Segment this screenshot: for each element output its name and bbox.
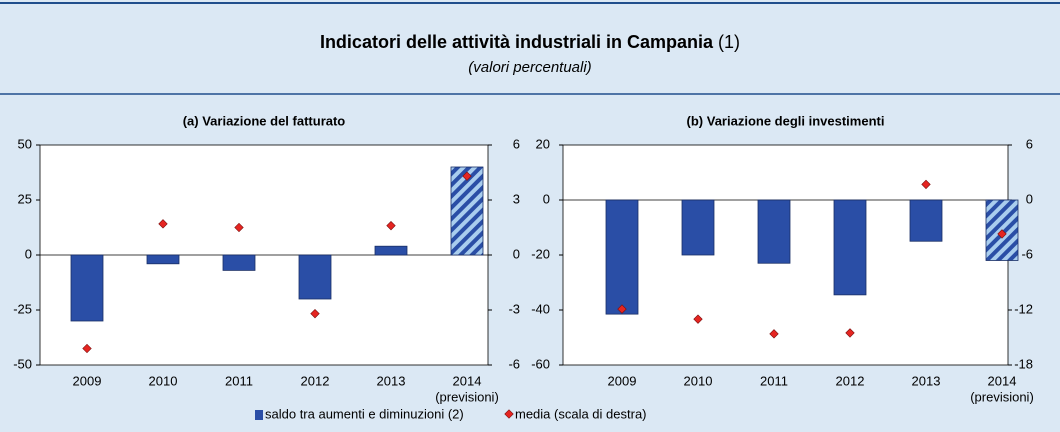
y-tick-label: 0 — [25, 246, 32, 261]
bar — [605, 199, 639, 315]
marker — [82, 343, 92, 354]
marker — [310, 308, 320, 319]
y-tick-label: 20 — [536, 136, 550, 151]
y-tick-label: -25 — [13, 301, 32, 316]
y2-tick-label: 3 — [513, 191, 520, 206]
x-tick-label: 2009 — [608, 373, 637, 388]
marker — [997, 229, 1007, 239]
panel-title: (a) Variazione del fatturato — [183, 113, 346, 128]
legend-swatch — [504, 409, 514, 419]
y-tick-label: -60 — [531, 356, 550, 371]
x-tick-label: 2009 — [73, 373, 102, 388]
y-tick-label: -40 — [531, 301, 550, 316]
x-tick-label: 2013 — [912, 373, 941, 388]
x-tick-label: 2012 — [301, 373, 330, 388]
x-tick-label: 2011 — [225, 373, 253, 388]
bar — [757, 199, 791, 264]
y2-tick-label: -18 — [1014, 356, 1033, 371]
legend-label: saldo tra aumenti e diminuzioni (2) — [265, 406, 464, 421]
x-tick-note: (previsioni) — [435, 389, 499, 404]
y-tick-label: -20 — [531, 246, 550, 261]
x-tick-label: 2014 — [453, 373, 482, 388]
marker — [234, 222, 244, 233]
x-tick-label: 2010 — [149, 373, 178, 388]
title-note: (1) — [718, 32, 740, 52]
y-tick-label: 25 — [18, 191, 32, 206]
marker — [921, 179, 931, 190]
marker — [462, 171, 472, 181]
x-tick-label: 2014 — [988, 373, 1017, 388]
marker — [158, 219, 168, 229]
marker — [386, 220, 396, 231]
bar — [374, 245, 408, 256]
bar — [146, 254, 180, 265]
bar — [985, 199, 1019, 261]
x-tick-label: 2012 — [836, 373, 865, 388]
bar — [70, 254, 104, 322]
y-tick-label: 50 — [18, 136, 32, 151]
marker — [845, 328, 855, 338]
y2-tick-label: -3 — [508, 301, 520, 316]
y-tick-label: -50 — [13, 356, 32, 371]
legend-swatch — [255, 410, 263, 420]
y2-tick-label: -6 — [1021, 246, 1033, 261]
x-tick-label: 2013 — [377, 373, 406, 388]
bar — [222, 254, 256, 271]
subtitle: (valori percentuali) — [468, 59, 591, 76]
y-tick-label: 0 — [543, 191, 550, 206]
panel-title: (b) Variazione degli investimenti — [687, 113, 885, 128]
y2-tick-label: -12 — [1014, 301, 1033, 316]
y2-tick-label: 6 — [513, 136, 520, 151]
x-tick-note: (previsioni) — [970, 389, 1034, 404]
y2-tick-label: 0 — [1026, 191, 1033, 206]
title: Indicatori delle attività industriali in… — [320, 32, 714, 52]
legend-label: media (scala di destra) — [515, 406, 647, 421]
bar — [450, 166, 484, 256]
bar — [681, 199, 715, 256]
marker — [693, 314, 703, 324]
header-title: Indicatori delle attività industriali in… — [320, 32, 740, 52]
bar — [298, 254, 332, 300]
bar — [909, 199, 943, 242]
y2-tick-label: 6 — [1026, 136, 1033, 151]
marker — [769, 329, 779, 339]
y2-tick-label: -6 — [508, 356, 520, 371]
bar — [833, 199, 867, 296]
y2-tick-label: 0 — [513, 246, 520, 261]
x-tick-label: 2010 — [684, 373, 713, 388]
x-tick-label: 2011 — [760, 373, 788, 388]
marker — [617, 304, 627, 314]
